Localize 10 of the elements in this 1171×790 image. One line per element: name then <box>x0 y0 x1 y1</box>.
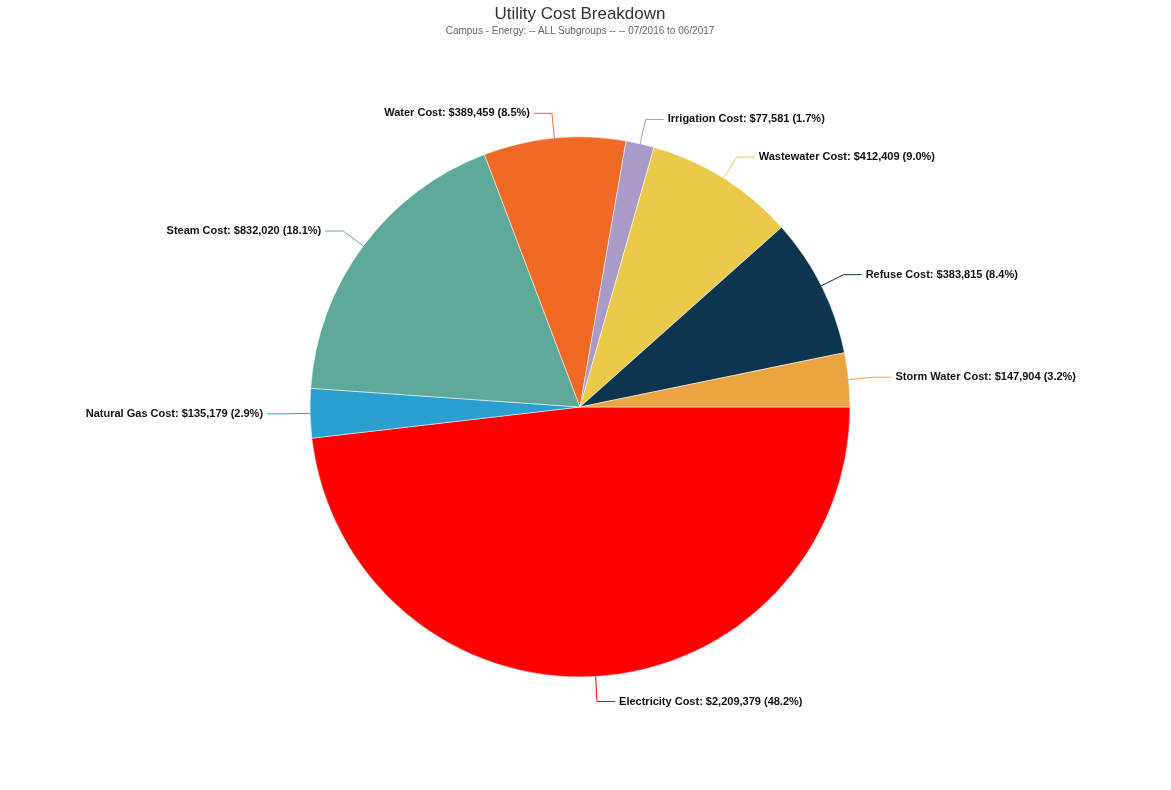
chart-title: Utility Cost Breakdown <box>494 4 666 23</box>
chart-subtitle: Campus - Energy: -- ALL Subgroups -- -- 07/2016 to 06/2017 <box>445 25 715 36</box>
slice-label: Wastewater Cost: $412,409 (9.0%) <box>758 150 936 163</box>
slice-label: Steam Cost: $832,020 (18.1%) <box>166 224 322 237</box>
slice-label: Natural Gas Cost: $135,179 (2.9%) <box>85 406 264 419</box>
slice-label: Water Cost: $389,459 (8.5%) <box>384 106 531 119</box>
slice-label: Electricity Cost: $2,209,379 (48.2%) <box>619 694 803 707</box>
slice-label: Refuse Cost: $383,815 (8.4%) <box>865 267 1019 280</box>
slice-label: Storm Water Cost: $147,904 (3.2%) <box>895 370 1077 383</box>
slice-label: Irrigation Cost: $77,581 (1.7%) <box>667 112 826 125</box>
